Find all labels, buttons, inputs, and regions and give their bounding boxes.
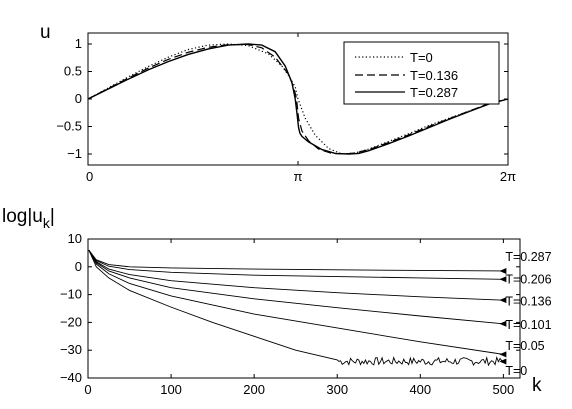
bottom-series-line-5 bbox=[88, 249, 504, 367]
bottom-series-arrow-1 bbox=[499, 276, 507, 283]
bottom-series-arrow-5 bbox=[499, 358, 507, 365]
bottom-series-line-0 bbox=[88, 249, 504, 272]
bottom-series-label-3: T=0.101 bbox=[505, 318, 551, 332]
bottom-plot: log|uk| k 100−10−20−30−400 100 200 300 400 50… bbox=[2, 206, 552, 397]
bottom-ytick-label: −20 bbox=[60, 314, 82, 329]
top-ytick-label: −1 bbox=[67, 146, 82, 161]
bottom-xlabel: k bbox=[532, 375, 542, 396]
bottom-ylabel-end: | bbox=[50, 206, 55, 227]
bottom-ytick-label: 10 bbox=[68, 231, 82, 246]
top-plot: u 1 0.5 0 −0.5 −1 0 π 2π T=0 T=0.136 T=0.287 bbox=[40, 22, 516, 184]
legend-box bbox=[343, 41, 500, 105]
top-series bbox=[87, 43, 509, 155]
bottom-series-label-5: T=0 bbox=[505, 364, 527, 378]
top-ytick-label: 0 bbox=[75, 91, 82, 106]
top-ytick-label: −0.5 bbox=[56, 119, 82, 134]
bottom-xtick-label: 100 bbox=[160, 382, 182, 397]
bottom-ylabel: log|uk| bbox=[2, 206, 55, 231]
legend-entry-1: T=0.136 bbox=[410, 68, 458, 83]
bottom-series-arrow-2 bbox=[499, 297, 507, 304]
bottom-xtick-label: 0 bbox=[84, 382, 91, 397]
bottom-series-line-2 bbox=[88, 249, 504, 301]
bottom-plot-frame bbox=[87, 238, 521, 379]
legend-entry-0: T=0 bbox=[410, 50, 433, 65]
bottom-xtick-label: 400 bbox=[409, 382, 431, 397]
top-series-line-1 bbox=[87, 43, 509, 155]
bottom-ticks: 100−10−20−30−400 100 200 300 400 500 bbox=[60, 231, 520, 397]
bottom-ytick-label: −10 bbox=[60, 287, 82, 302]
bottom-ytick-label: 0 bbox=[75, 259, 82, 274]
bottom-ytick-label: −30 bbox=[60, 342, 82, 357]
bottom-series: T=0.287 T=0.206 T=0.136 T=0.101 T=0.05 T=0 bbox=[88, 249, 552, 378]
top-series-line-0 bbox=[87, 43, 509, 155]
bottom-series-arrow-0 bbox=[499, 267, 507, 274]
top-xtick-label: 2π bbox=[500, 169, 516, 184]
top-ytick-label: 0.5 bbox=[64, 64, 82, 79]
bottom-series-label-2: T=0.136 bbox=[505, 295, 551, 309]
legend-entry-2: T=0.287 bbox=[410, 85, 458, 100]
bottom-series-line-1 bbox=[88, 249, 504, 280]
top-series-line-2 bbox=[87, 43, 509, 155]
top-ticks: 1 0.5 0 −0.5 −1 0 π 2π bbox=[56, 33, 516, 184]
top-xtick-label: π bbox=[294, 169, 303, 184]
bottom-series-label-1: T=0.206 bbox=[505, 272, 551, 286]
bottom-series-label-0: T=0.287 bbox=[505, 250, 551, 264]
bottom-ylabel-sub: k bbox=[43, 215, 51, 231]
bottom-series-label-4: T=0.05 bbox=[505, 339, 544, 353]
bottom-xtick-label: 200 bbox=[243, 382, 265, 397]
bottom-series-arrow-4 bbox=[499, 351, 507, 358]
bottom-series-arrow-3 bbox=[499, 320, 507, 327]
bottom-ytick-label: −40 bbox=[60, 370, 82, 385]
top-ylabel: u bbox=[40, 22, 51, 43]
bottom-series-line-4 bbox=[88, 249, 504, 355]
top-ytick-label: 1 bbox=[75, 36, 82, 51]
bottom-ylabel-main: log|u bbox=[2, 206, 43, 227]
bottom-xtick-label: 300 bbox=[326, 382, 348, 397]
bottom-series-line-3 bbox=[88, 249, 504, 325]
bottom-xtick-label: 500 bbox=[493, 382, 515, 397]
top-xtick-label: 0 bbox=[86, 169, 93, 184]
top-legend: T=0 T=0.136 T=0.287 bbox=[343, 41, 500, 105]
